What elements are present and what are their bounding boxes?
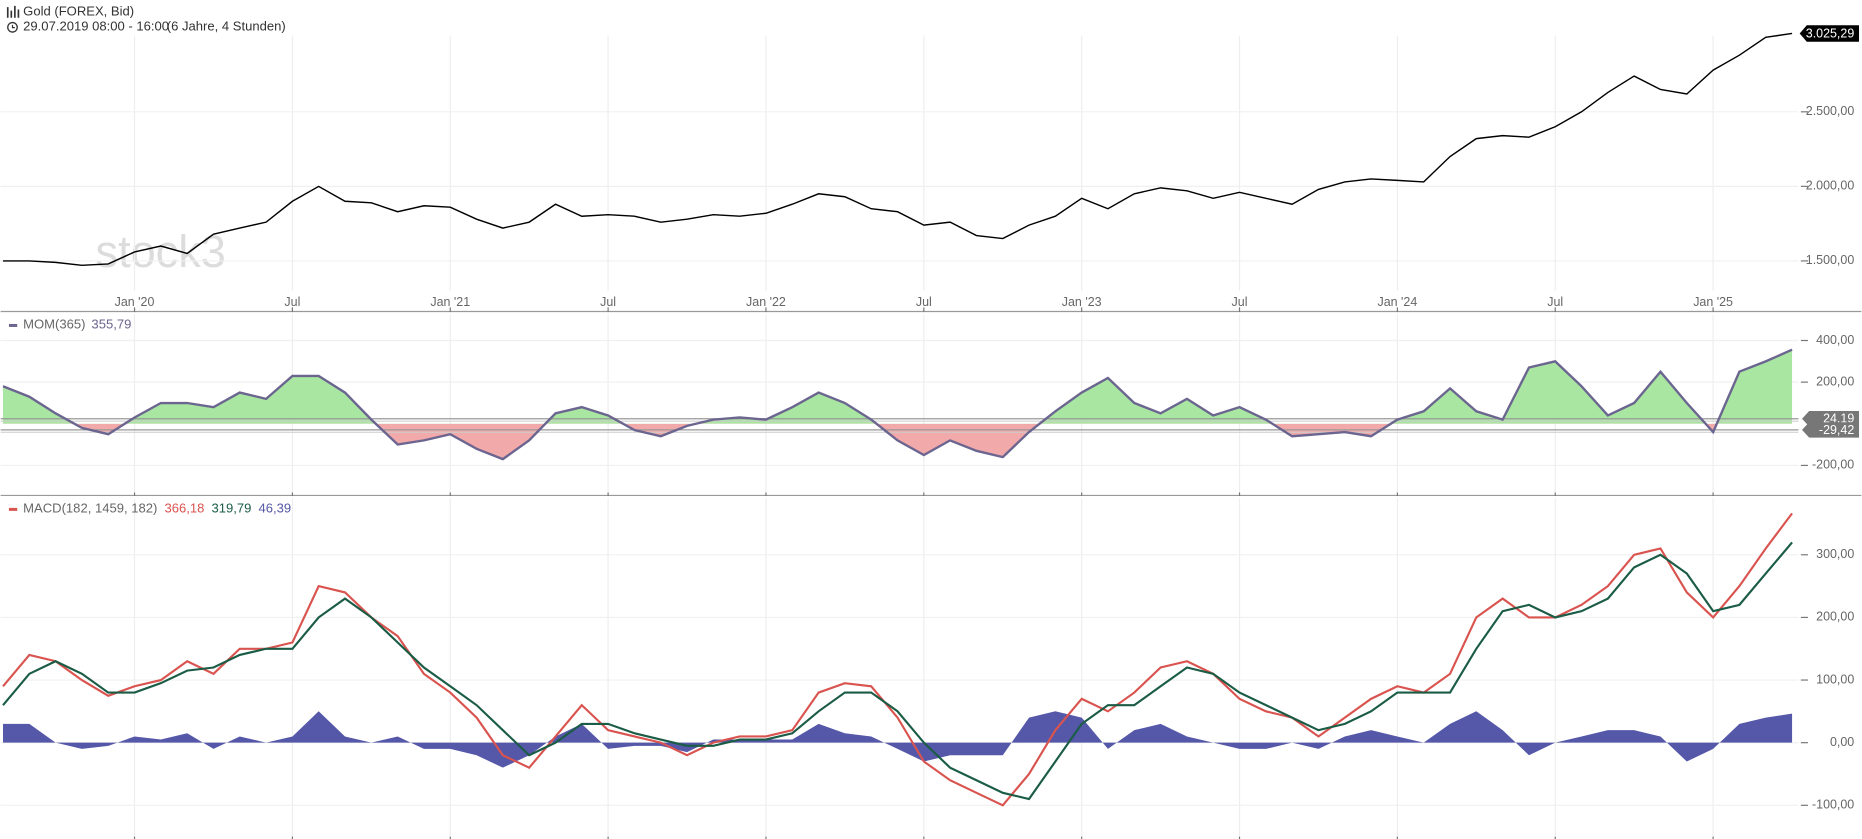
y-tick-label: -200,00 bbox=[1812, 458, 1854, 472]
x-tick-label: Jul bbox=[600, 295, 616, 309]
badge-shape bbox=[1802, 422, 1860, 438]
legend-value: 46,39 bbox=[259, 501, 292, 516]
y-tick-label: 2.000,00 bbox=[1806, 179, 1855, 193]
legend-title: MOM(365) bbox=[23, 317, 85, 332]
x-tick-label: Jul bbox=[284, 295, 300, 309]
span: (6 Jahre, 4 Stunden) bbox=[167, 19, 286, 34]
series-line bbox=[2, 541, 1793, 801]
y-tick-label: 0,00 bbox=[1830, 735, 1854, 749]
legend-title: MACD(182, 1459, 182) bbox=[23, 501, 157, 516]
x-tick-label: Jan '21 bbox=[430, 295, 470, 309]
reference-label: -29,42 bbox=[1819, 423, 1854, 437]
header: Gold (FOREX, Bid) 29.07.2019 08:00 - 16:… bbox=[6, 3, 286, 34]
legend-swatch bbox=[8, 507, 18, 511]
legend-value: 355,79 bbox=[91, 317, 131, 332]
positive-area bbox=[2, 349, 1793, 424]
reference-label: 24,19 bbox=[1823, 412, 1854, 426]
x-tick-label: Jul bbox=[916, 295, 932, 309]
y-tick-label: 1.500,00 bbox=[1806, 253, 1855, 267]
histogram-area bbox=[2, 711, 1793, 768]
y-tick-label: 2.500,00 bbox=[1806, 104, 1855, 118]
legend-value: 366,18 bbox=[164, 501, 204, 516]
y-tick-label: 200,00 bbox=[1816, 610, 1854, 624]
series-line bbox=[2, 512, 1793, 807]
x-tick-label: Jan '25 bbox=[1693, 295, 1733, 309]
chart-title: Gold (FOREX, Bid) bbox=[23, 3, 134, 18]
clock-hand bbox=[11, 24, 15, 29]
last-value-label: 3.025,29 bbox=[1806, 26, 1855, 40]
badge-shape bbox=[1799, 25, 1860, 42]
x-tick-label: Jul bbox=[1232, 295, 1248, 309]
y-tick-label: 300,00 bbox=[1816, 547, 1854, 561]
y-tick-label: 100,00 bbox=[1816, 672, 1854, 686]
clock-icon bbox=[7, 21, 18, 33]
y-tick-label: 200,00 bbox=[1816, 374, 1854, 388]
watermark: stock3 bbox=[96, 226, 226, 277]
last-value-badge: 3.025,29 bbox=[1799, 25, 1860, 42]
legend-swatch bbox=[8, 323, 18, 327]
y-tick-label: 400,00 bbox=[1816, 333, 1854, 347]
x-tick-label: Jan '22 bbox=[746, 295, 786, 309]
momentum-line bbox=[2, 348, 1793, 461]
chart-icon bbox=[6, 5, 20, 18]
x-tick-label: Jan '20 bbox=[115, 295, 155, 309]
price-line bbox=[2, 32, 1793, 267]
x-tick-label: Jul bbox=[1547, 295, 1563, 309]
legend-value: 319,79 bbox=[211, 501, 251, 516]
x-tick-label: Jan '23 bbox=[1062, 295, 1102, 309]
x-tick-label: Jan '24 bbox=[1377, 295, 1417, 309]
period: 29.07.2019 08:00 - 16:00 bbox=[23, 19, 169, 34]
y-tick-label: -100,00 bbox=[1812, 798, 1854, 812]
